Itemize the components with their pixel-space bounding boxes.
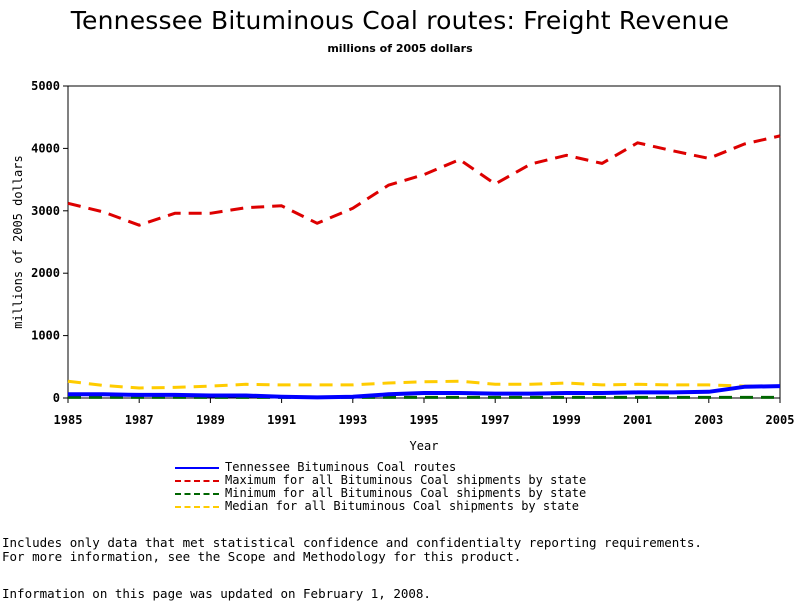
x-tick-label: 1997 (481, 413, 510, 427)
series-line-0 (68, 384, 781, 400)
legend-label-tennessee: Tennessee Bituminous Coal routes (225, 460, 457, 474)
legend-item: Minimum for all Bituminous Coal shipment… (175, 487, 586, 500)
footnote-confidentiality: Includes only data that met statistical … (2, 535, 702, 550)
footnote-methodology: For more information, see the Scope and … (2, 548, 522, 564)
legend-label-median: Median for all Bituminous Coal shipments… (225, 499, 580, 513)
legend-swatch-tennessee (175, 466, 219, 469)
series-line-3 (67, 379, 780, 390)
legend-item: Maximum for all Bituminous Coal shipment… (175, 474, 586, 487)
x-tick-label: 1999 (552, 413, 581, 427)
x-tick-label: 2005 (766, 413, 795, 427)
x-tick-label: 2003 (694, 413, 723, 427)
footnotes: Includes only data that met statistical … (2, 536, 702, 563)
y-tick-label: 2000 (31, 266, 60, 280)
chart-series (67, 134, 781, 400)
legend-swatch-maximum (175, 479, 219, 482)
x-tick-label: 1985 (54, 413, 83, 427)
legend-swatch-median (175, 505, 219, 508)
x-tick-label: 1987 (125, 413, 154, 427)
y-tick-label: 4000 (31, 141, 60, 155)
x-axis-title: Year (410, 439, 439, 453)
y-axis-title: millions of 2005 dollars (11, 155, 25, 328)
y-tick-label: 3000 (31, 204, 60, 218)
legend-label-minimum: Minimum for all Bituminous Coal shipment… (225, 486, 587, 500)
y-tick-label: 1000 (31, 329, 60, 343)
update-notice: Information on this page was updated on … (2, 586, 431, 601)
x-tick-label: 2001 (623, 413, 652, 427)
legend-label-maximum: Maximum for all Bituminous Coal shipment… (225, 473, 587, 487)
series-line-1 (67, 134, 781, 227)
chart-legend: Tennessee Bituminous Coal routes Maximum… (175, 461, 586, 513)
legend-item: Median for all Bituminous Coal shipments… (175, 500, 586, 513)
chart-axes: 0 1000 2000 3000 4000 5000 1985 1987 1989 1991 199… (31, 79, 794, 427)
x-tick-label: 1991 (267, 413, 296, 427)
y-tick-label: 5000 (31, 79, 60, 93)
chart-title: Tennessee Bituminous Coal routes: Freigh… (70, 6, 730, 35)
legend-item: Tennessee Bituminous Coal routes (175, 461, 586, 474)
plot-frame (67, 85, 781, 399)
chart-subtitle: millions of 2005 dollars (327, 42, 473, 55)
x-tick-label: 1989 (196, 413, 225, 427)
y-tick-label: 0 (53, 391, 60, 405)
x-tick-label: 1995 (410, 413, 439, 427)
legend-swatch-minimum (175, 492, 219, 495)
x-tick-label: 1993 (338, 413, 367, 427)
